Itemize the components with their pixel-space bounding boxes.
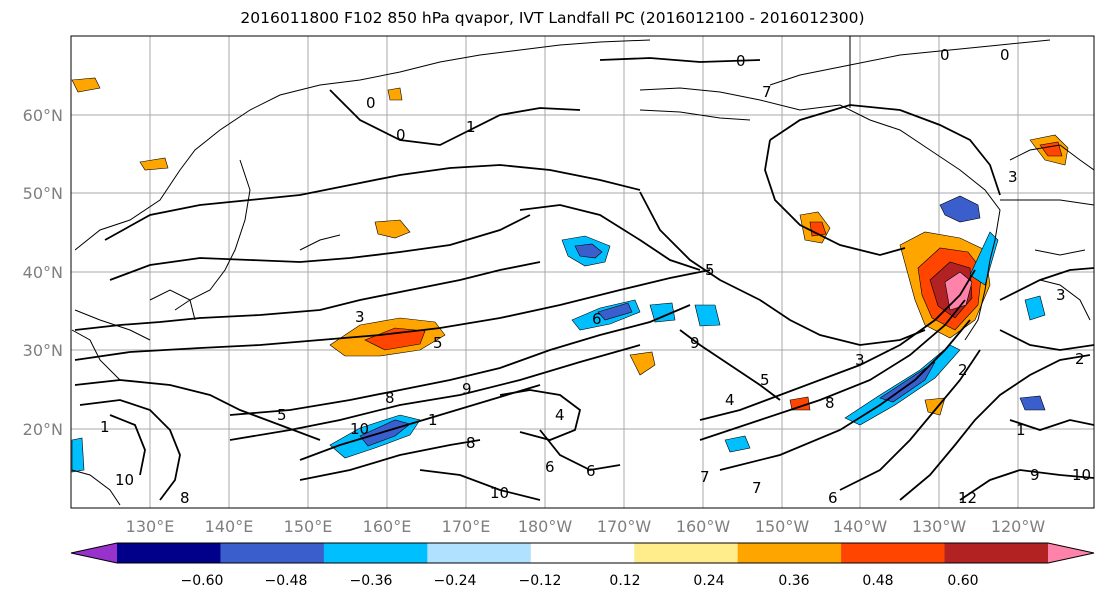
lon-label: 160°E [363, 517, 412, 536]
colorbar-tick-label: 0.36 [778, 573, 809, 589]
colorbar-tick-label: −0.12 [519, 573, 562, 589]
lon-label: 150°W [755, 517, 810, 536]
contour-label: 5 [705, 261, 715, 279]
qvapor-anomaly-fills [71, 77, 1069, 473]
contour-label: 6 [828, 489, 838, 507]
lat-label-60n: 60°N [23, 106, 63, 125]
contour-label: 6 [592, 310, 602, 328]
contour-label: 4 [725, 391, 735, 409]
colorbar-segment [841, 543, 946, 563]
contour-label: 0 [396, 126, 406, 144]
contour-label: 4 [555, 406, 565, 424]
contour-label: 9 [462, 380, 472, 398]
lon-label: 160°W [676, 517, 731, 536]
lat-label-50n: 50°N [23, 184, 63, 203]
colorbar-segment [944, 543, 1049, 563]
lon-label: 130°E [126, 517, 175, 536]
contour-label: 9 [690, 334, 700, 352]
contour-label: 3 [855, 351, 865, 369]
longitude-labels: 130°E 140°E 150°E 160°E 170°E 180°W 170°… [126, 517, 1046, 536]
colorbar-segment [427, 543, 532, 563]
colorbar-segment [737, 543, 842, 563]
contour-label: 0 [1000, 46, 1010, 64]
contour-label: 3 [355, 308, 365, 326]
colorbar-segment [323, 543, 428, 563]
contour-label: 8 [825, 394, 835, 412]
contour-label: 1 [466, 118, 476, 136]
lon-label: 180°W [518, 517, 573, 536]
lon-label: 120°W [991, 517, 1046, 536]
colorbar-tick-label: 0.48 [862, 573, 893, 589]
contour-label: 6 [545, 458, 555, 476]
contour-label: 12 [958, 489, 977, 507]
contour-label: 2 [1075, 350, 1085, 368]
contour-label: 5 [433, 334, 443, 352]
colorbar-tick-labels: −0.60 −0.48 −0.36 −0.24 −0.12 0.12 0.24 … [181, 573, 979, 589]
lon-label: 150°E [284, 517, 333, 536]
lon-label: 130°W [912, 517, 967, 536]
contour-label: 10 [490, 484, 509, 502]
colorbar-tick-label: 0.60 [947, 573, 978, 589]
coastlines [71, 36, 1094, 506]
map-frame [70, 35, 1095, 509]
colorbar-extend-max [1048, 543, 1094, 563]
colorbar-tick-label: −0.60 [181, 573, 224, 589]
colorbar-tick-label: 0.24 [693, 573, 724, 589]
contour-label: 3 [1008, 168, 1018, 186]
lat-label-40n: 40°N [23, 263, 63, 282]
contour-label: 5 [277, 406, 287, 424]
lat-label-30n: 30°N [23, 341, 63, 360]
colorbar-segment [530, 543, 635, 563]
ivt-contours [74, 57, 1094, 501]
contour-label: 9 [1030, 466, 1040, 484]
colorbar-segment [220, 543, 325, 563]
colorbar-tick-label: −0.24 [434, 573, 477, 589]
colorbar-tick-label: −0.48 [265, 573, 308, 589]
lat-label-20n: 20°N [23, 420, 63, 439]
colorbar-tick-label: 0.12 [609, 573, 640, 589]
contour-label: 10 [1072, 466, 1091, 484]
contour-label: 7 [752, 479, 762, 497]
contour-label: 10 [115, 471, 134, 489]
contour-label: 7 [700, 468, 710, 486]
colorbar-tick-label: −0.36 [350, 573, 393, 589]
contour-label: 7 [762, 83, 772, 101]
contour-label: 10 [350, 420, 369, 438]
contour-label: 8 [180, 489, 190, 507]
contour-label: 0 [366, 94, 376, 112]
colorbar-segment [117, 543, 221, 563]
contour-label: 0 [736, 52, 746, 70]
colorbar-outline [70, 542, 1095, 564]
contour-label: 8 [385, 389, 395, 407]
colorbar [70, 542, 1095, 564]
lon-label: 170°W [597, 517, 652, 536]
contour-label: 0 [940, 46, 950, 64]
colorbar-segment [634, 543, 739, 563]
contour-labels: 0 0 0 0 0 1 1 3 3 3 3 5 5 5 4 4 5 6 6 6 … [100, 46, 1091, 507]
contour-label: 1 [1016, 421, 1026, 439]
contour-label: 1 [100, 418, 110, 436]
contour-label: 1 [428, 411, 438, 429]
contour-label: 2 [958, 361, 968, 379]
lon-label: 140°E [205, 517, 254, 536]
latitude-labels: 60°N 50°N 40°N 30°N 20°N [23, 106, 63, 439]
lon-label: 170°E [442, 517, 491, 536]
contour-label: 3 [1056, 286, 1066, 304]
contour-label: 5 [760, 371, 770, 389]
contour-label: 8 [466, 434, 476, 452]
map-title: 2016011800 F102 850 hPa qvapor, IVT Land… [240, 9, 865, 27]
lon-label: 140°W [833, 517, 888, 536]
contour-label: 6 [586, 462, 596, 480]
colorbar-extend-min [71, 543, 117, 563]
